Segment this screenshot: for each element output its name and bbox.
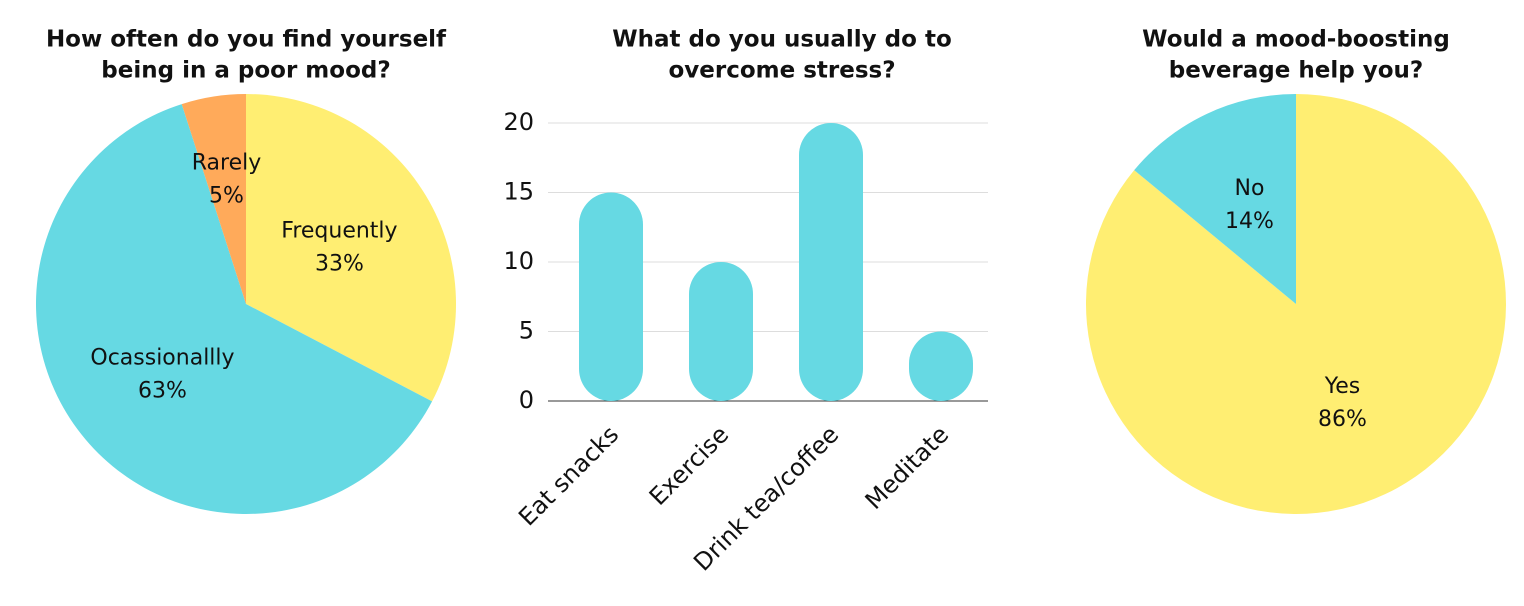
pie-slice xyxy=(1134,94,1296,304)
y-tick-label: 15 xyxy=(503,178,534,206)
slice-label: Frequently xyxy=(281,218,397,243)
y-tick-label: 5 xyxy=(519,317,534,345)
pie-slice xyxy=(181,94,246,304)
x-tick-label: Exercise xyxy=(644,420,734,510)
y-tick-label: 0 xyxy=(519,386,534,414)
chart-title: overcome stress? xyxy=(668,58,895,84)
slice-label: Ocassionallly xyxy=(90,345,234,370)
chart-title: beverage help you? xyxy=(1169,58,1423,84)
slice-value: 63% xyxy=(138,378,187,403)
chart-title: What do you usually do to xyxy=(612,27,952,53)
x-tick-label: Eat snacks xyxy=(513,420,624,531)
chart-title: How often do you find yourself xyxy=(46,27,447,53)
chart-title: Would a mood-boosting xyxy=(1142,27,1450,53)
y-tick-label: 20 xyxy=(503,108,534,136)
pie-slice xyxy=(246,94,456,402)
slice-value: 86% xyxy=(1318,407,1367,432)
slice-label: No xyxy=(1235,176,1265,201)
slice-label: Rarely xyxy=(192,151,262,176)
x-tick-label: Meditate xyxy=(860,420,955,515)
bar xyxy=(799,123,863,401)
bar xyxy=(909,331,973,401)
slice-value: 5% xyxy=(209,184,244,209)
slice-label: Yes xyxy=(1324,374,1361,399)
chart-title: being in a poor mood? xyxy=(101,58,390,84)
bar xyxy=(579,192,643,401)
y-tick-label: 10 xyxy=(503,247,534,275)
bar xyxy=(689,262,753,401)
slice-value: 33% xyxy=(315,251,364,276)
slice-value: 14% xyxy=(1225,209,1274,234)
pie-slice xyxy=(36,104,433,514)
